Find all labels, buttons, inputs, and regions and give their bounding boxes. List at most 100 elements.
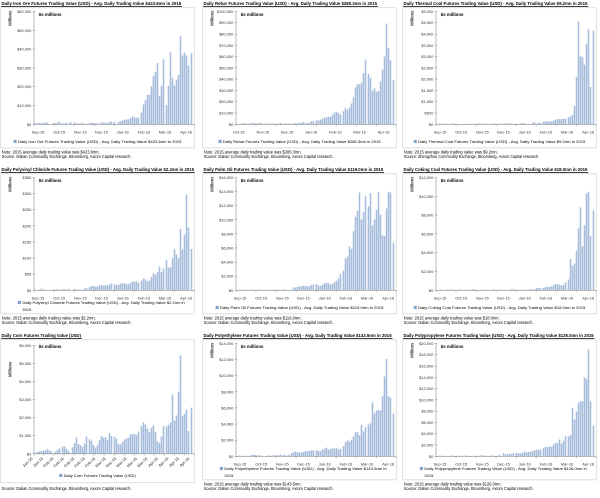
svg-text:Millions: Millions bbox=[7, 176, 12, 192]
svg-text:$12,000: $12,000 bbox=[419, 386, 434, 391]
svg-text:Jan-16: Jan-16 bbox=[319, 462, 332, 467]
svg-text:$2,000: $2,000 bbox=[421, 77, 434, 82]
svg-text:$4,000: $4,000 bbox=[19, 379, 32, 384]
svg-text:$0: $0 bbox=[229, 122, 234, 127]
svg-text:$60,000: $60,000 bbox=[219, 54, 234, 59]
svg-text:$500: $500 bbox=[425, 110, 435, 115]
svg-text:Apr-16: Apr-16 bbox=[582, 130, 595, 135]
svg-text:Feb-16: Feb-16 bbox=[540, 296, 553, 301]
svg-text:Feb-16: Feb-16 bbox=[138, 130, 151, 135]
svg-text:Nov-15: Nov-15 bbox=[257, 130, 271, 135]
svg-text:$6,000: $6,000 bbox=[19, 343, 32, 348]
svg-text:Dec-15: Dec-15 bbox=[281, 130, 295, 135]
svg-text:Millions: Millions bbox=[409, 10, 414, 26]
svg-text:Daily Iron Ore Futures Trading: Daily Iron Ore Futures Trading Value (US… bbox=[2, 1, 182, 6]
svg-text:Note: 2015 average daily tradi: Note: 2015 average daily trading value w… bbox=[2, 149, 100, 154]
svg-text:$10,000: $10,000 bbox=[219, 217, 234, 222]
svg-text:Daily Palm Oil Futures Trading: Daily Palm Oil Futures Trading Value (US… bbox=[220, 305, 384, 310]
svg-text:Sep-15: Sep-15 bbox=[32, 296, 46, 301]
svg-text:Daily Corn Futures Trading Val: Daily Corn Futures Trading Value (USD) bbox=[64, 473, 137, 478]
svg-text:2015: 2015 bbox=[22, 307, 32, 312]
svg-text:Jan-16: Jan-16 bbox=[117, 296, 130, 301]
svg-text:$2,000: $2,000 bbox=[421, 269, 434, 274]
svg-text:$4,000: $4,000 bbox=[421, 32, 434, 37]
svg-text:Note: 2015 average daily tradi: Note: 2015 average daily trading value w… bbox=[204, 481, 302, 486]
svg-text:Dec-15: Dec-15 bbox=[497, 462, 511, 467]
svg-text:$4,500: $4,500 bbox=[421, 20, 434, 25]
svg-text:Mar-16: Mar-16 bbox=[561, 130, 574, 135]
svg-text:$6,000: $6,000 bbox=[421, 231, 434, 236]
svg-text:$10,000: $10,000 bbox=[219, 110, 234, 115]
svg-text:$10,000: $10,000 bbox=[219, 373, 234, 378]
svg-text:Daily Thermal Coal Futures Tra: Daily Thermal Coal Futures Trading Value… bbox=[418, 139, 586, 144]
svg-text:$4,000: $4,000 bbox=[421, 431, 434, 436]
svg-text:Note: 2015 average daily tradi: Note: 2015 average daily trading value w… bbox=[204, 315, 302, 320]
svg-text:Millions: Millions bbox=[209, 10, 214, 26]
svg-text:Source: Dalian Commodity Excha: Source: Dalian Commodity Exchange, Bloom… bbox=[204, 486, 334, 491]
svg-text:$350: $350 bbox=[23, 175, 33, 180]
svg-text:Daily Polyvinyl Chloride Futur: Daily Polyvinyl Chloride Futures Trading… bbox=[22, 300, 184, 305]
svg-text:Apr-16: Apr-16 bbox=[582, 296, 595, 301]
svg-text:Nov-15: Nov-15 bbox=[74, 296, 88, 301]
svg-text:Daily Polypropylene Futures Tr: Daily Polypropylene Futures Trading Valu… bbox=[404, 333, 595, 338]
svg-text:$0: $0 bbox=[229, 288, 234, 293]
svg-text:$150: $150 bbox=[23, 239, 33, 244]
svg-text:$8,000: $8,000 bbox=[421, 409, 434, 414]
svg-text:$14,000: $14,000 bbox=[219, 189, 234, 194]
svg-text:Mar-16: Mar-16 bbox=[561, 462, 574, 467]
svg-text:$18,000: $18,000 bbox=[419, 352, 434, 357]
svg-text:$8,000: $8,000 bbox=[421, 213, 434, 218]
svg-text:Apr-16: Apr-16 bbox=[382, 296, 395, 301]
svg-text:Note: 2015 average daily tradi: Note: 2015 average daily trading value w… bbox=[204, 149, 302, 154]
svg-text:Oct-15: Oct-15 bbox=[255, 296, 268, 301]
svg-text:$s millions: $s millions bbox=[441, 344, 464, 349]
svg-text:Millions: Millions bbox=[409, 176, 414, 192]
svg-text:Daily Coking Coal Futures Trad: Daily Coking Coal Futures Trading Value … bbox=[404, 167, 588, 172]
svg-text:Millions: Millions bbox=[209, 342, 214, 358]
svg-text:$s millions: $s millions bbox=[39, 178, 62, 183]
svg-text:$16,000: $16,000 bbox=[219, 175, 234, 180]
svg-text:$16,000: $16,000 bbox=[419, 364, 434, 369]
svg-text:$12,000: $12,000 bbox=[219, 203, 234, 208]
svg-text:$5,000: $5,000 bbox=[19, 361, 32, 366]
svg-text:$80,000: $80,000 bbox=[219, 32, 234, 37]
svg-text:$100: $100 bbox=[23, 256, 33, 261]
svg-text:Source: Dalian Commodity Excha: Source: Dalian Commodity Exchange, Bloom… bbox=[204, 154, 334, 159]
svg-text:Source: Dalian Commodity Excha: Source: Dalian Commodity Exchange, Bloom… bbox=[2, 320, 132, 325]
svg-text:Jan-16: Jan-16 bbox=[319, 296, 332, 301]
svg-text:$14,000: $14,000 bbox=[219, 341, 234, 346]
svg-text:Feb-16: Feb-16 bbox=[540, 462, 553, 467]
svg-text:Daily Rebar Futures Trading Va: Daily Rebar Futures Trading Value (USD) … bbox=[204, 1, 378, 6]
svg-text:$100,000: $100,000 bbox=[217, 9, 234, 14]
svg-text:2015: 2015 bbox=[224, 473, 234, 478]
svg-text:Sep-15: Sep-15 bbox=[434, 130, 448, 135]
svg-text:$10,000: $10,000 bbox=[419, 194, 434, 199]
svg-text:$1,500: $1,500 bbox=[421, 88, 434, 93]
svg-text:2015: 2015 bbox=[424, 473, 434, 478]
svg-text:$70,000: $70,000 bbox=[219, 43, 234, 48]
svg-text:$0: $0 bbox=[27, 288, 32, 293]
svg-text:Millions: Millions bbox=[409, 342, 414, 358]
svg-text:Dec-15: Dec-15 bbox=[95, 130, 109, 135]
svg-text:$2,000: $2,000 bbox=[421, 442, 434, 447]
svg-text:Oct-15: Oct-15 bbox=[233, 130, 246, 135]
svg-text:$2,000: $2,000 bbox=[221, 274, 234, 279]
svg-text:Jan-16: Jan-16 bbox=[117, 130, 130, 135]
svg-text:Sep-15: Sep-15 bbox=[234, 296, 248, 301]
svg-text:$14,000: $14,000 bbox=[419, 375, 434, 380]
svg-text:$0: $0 bbox=[27, 122, 32, 127]
svg-text:$0: $0 bbox=[27, 451, 32, 456]
svg-text:Apr-16: Apr-16 bbox=[382, 462, 395, 467]
svg-text:$10,000: $10,000 bbox=[17, 103, 32, 108]
svg-text:$4,000: $4,000 bbox=[421, 250, 434, 255]
svg-text:$2,000: $2,000 bbox=[221, 438, 234, 443]
svg-text:$s millions: $s millions bbox=[441, 12, 464, 17]
svg-text:$6,000: $6,000 bbox=[221, 405, 234, 410]
svg-text:$s millions: $s millions bbox=[39, 344, 62, 349]
svg-text:$2,000: $2,000 bbox=[19, 415, 32, 420]
svg-text:Feb-16: Feb-16 bbox=[540, 130, 553, 135]
svg-text:Nov-15: Nov-15 bbox=[276, 296, 290, 301]
svg-text:Oct-15: Oct-15 bbox=[255, 462, 268, 467]
svg-text:$3,000: $3,000 bbox=[19, 397, 32, 402]
svg-text:$50,000: $50,000 bbox=[219, 65, 234, 70]
